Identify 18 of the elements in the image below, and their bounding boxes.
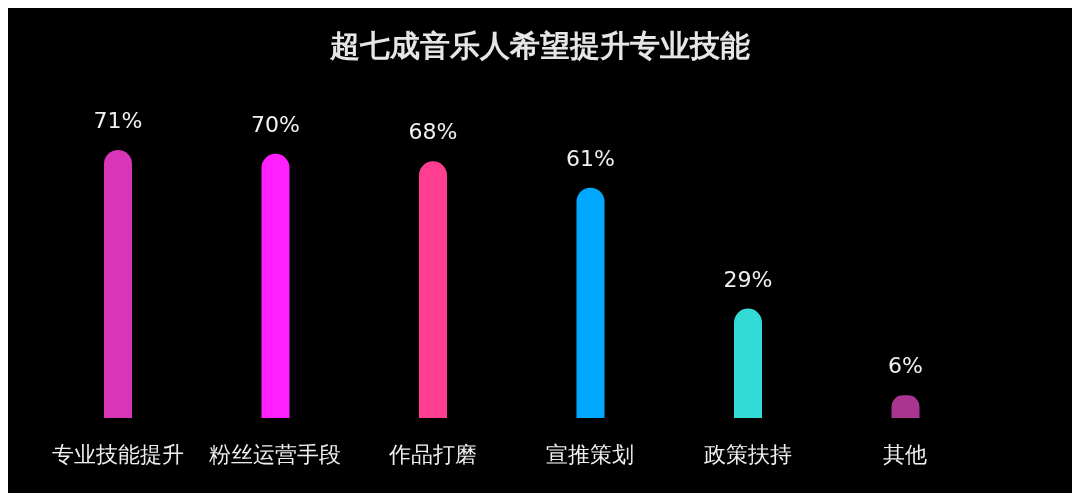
bar xyxy=(104,150,132,418)
x-tick-label: 其他 xyxy=(883,441,928,467)
x-tick-label: 专业技能提升 xyxy=(51,441,184,467)
x-tick-label: 作品打磨 xyxy=(387,441,477,467)
data-label: 70% xyxy=(251,111,300,137)
x-tick-label: 粉丝运营手段 xyxy=(209,441,342,467)
data-label: 29% xyxy=(723,266,773,292)
data-label: 6% xyxy=(888,353,923,379)
chart-title: 超七成音乐人希望提升专业技能 xyxy=(329,27,751,65)
x-tick-label: 政策扶持 xyxy=(703,441,792,467)
bar xyxy=(734,308,762,418)
data-label: 61% xyxy=(566,145,615,171)
bar xyxy=(261,153,290,418)
data-label: 71% xyxy=(93,108,143,133)
x-tick-label: 宣推策划 xyxy=(546,441,635,467)
data-label: 68% xyxy=(408,119,458,145)
bar xyxy=(576,187,605,418)
bar xyxy=(419,161,447,418)
